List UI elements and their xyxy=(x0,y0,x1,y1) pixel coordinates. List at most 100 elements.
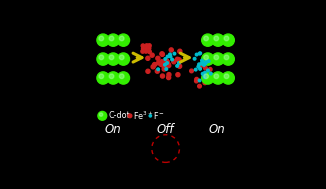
Circle shape xyxy=(165,60,169,64)
Circle shape xyxy=(99,36,104,41)
Circle shape xyxy=(144,50,148,53)
Circle shape xyxy=(167,73,171,77)
Circle shape xyxy=(224,55,229,60)
Circle shape xyxy=(204,36,208,41)
Circle shape xyxy=(99,55,104,60)
Circle shape xyxy=(167,64,171,68)
Circle shape xyxy=(150,53,154,57)
Circle shape xyxy=(212,34,224,46)
Circle shape xyxy=(160,52,164,56)
Circle shape xyxy=(178,62,180,64)
Circle shape xyxy=(203,66,207,70)
Circle shape xyxy=(141,47,145,50)
Circle shape xyxy=(119,74,124,79)
Circle shape xyxy=(117,34,129,46)
Text: C-dot: C-dot xyxy=(108,111,130,120)
Circle shape xyxy=(175,57,179,61)
Circle shape xyxy=(207,75,210,79)
Circle shape xyxy=(224,36,229,41)
Circle shape xyxy=(151,65,155,69)
Circle shape xyxy=(141,50,144,53)
Circle shape xyxy=(210,72,212,75)
Circle shape xyxy=(203,75,207,79)
Circle shape xyxy=(198,63,200,66)
Text: Fe$^{3+}$: Fe$^{3+}$ xyxy=(133,110,154,122)
Circle shape xyxy=(107,34,119,46)
Circle shape xyxy=(119,36,124,41)
Circle shape xyxy=(167,76,171,80)
Circle shape xyxy=(195,53,198,56)
Circle shape xyxy=(145,44,149,47)
Circle shape xyxy=(160,60,164,64)
Circle shape xyxy=(160,52,164,56)
Circle shape xyxy=(214,55,219,60)
Circle shape xyxy=(156,56,160,60)
Circle shape xyxy=(208,67,212,71)
Circle shape xyxy=(166,55,169,58)
Text: Off: Off xyxy=(157,123,174,136)
Circle shape xyxy=(162,64,166,68)
Text: On: On xyxy=(209,123,226,136)
Circle shape xyxy=(171,58,173,61)
Circle shape xyxy=(202,72,214,84)
Circle shape xyxy=(199,64,203,68)
Circle shape xyxy=(203,71,206,74)
Circle shape xyxy=(199,52,201,55)
Circle shape xyxy=(99,74,104,79)
Circle shape xyxy=(148,44,151,47)
Circle shape xyxy=(109,55,114,60)
Circle shape xyxy=(214,36,219,41)
Circle shape xyxy=(97,72,109,84)
Circle shape xyxy=(146,56,150,60)
Circle shape xyxy=(157,68,159,70)
Circle shape xyxy=(201,72,204,75)
Circle shape xyxy=(107,53,119,65)
Circle shape xyxy=(212,53,224,65)
Circle shape xyxy=(148,50,151,53)
Circle shape xyxy=(197,65,200,68)
Circle shape xyxy=(109,74,114,79)
Circle shape xyxy=(198,52,201,55)
Circle shape xyxy=(169,55,172,58)
Circle shape xyxy=(177,58,181,62)
Circle shape xyxy=(214,74,219,79)
Circle shape xyxy=(165,59,169,63)
Circle shape xyxy=(195,77,199,81)
Circle shape xyxy=(203,76,206,79)
Circle shape xyxy=(169,48,173,52)
Circle shape xyxy=(164,58,167,60)
Circle shape xyxy=(161,62,165,67)
Circle shape xyxy=(203,74,205,77)
Circle shape xyxy=(97,34,109,46)
Circle shape xyxy=(153,63,156,67)
Circle shape xyxy=(193,57,196,60)
Circle shape xyxy=(107,72,119,84)
Circle shape xyxy=(147,46,151,50)
Circle shape xyxy=(141,44,145,48)
Circle shape xyxy=(119,55,124,60)
Circle shape xyxy=(202,53,214,65)
Circle shape xyxy=(178,49,182,53)
Text: On: On xyxy=(105,123,122,136)
Circle shape xyxy=(109,36,114,41)
Circle shape xyxy=(198,79,201,82)
Circle shape xyxy=(204,62,207,65)
Circle shape xyxy=(178,64,182,68)
Circle shape xyxy=(224,74,229,79)
Circle shape xyxy=(176,65,178,67)
Circle shape xyxy=(176,73,180,77)
Circle shape xyxy=(165,63,169,67)
Circle shape xyxy=(165,59,169,63)
Circle shape xyxy=(222,53,234,65)
Circle shape xyxy=(117,72,129,84)
Circle shape xyxy=(199,67,201,70)
Circle shape xyxy=(204,55,208,60)
Circle shape xyxy=(160,74,165,78)
Circle shape xyxy=(162,67,166,71)
Circle shape xyxy=(156,61,161,65)
Circle shape xyxy=(207,69,209,72)
Circle shape xyxy=(146,69,150,73)
Circle shape xyxy=(222,34,234,46)
Circle shape xyxy=(164,64,169,68)
Circle shape xyxy=(195,79,198,83)
